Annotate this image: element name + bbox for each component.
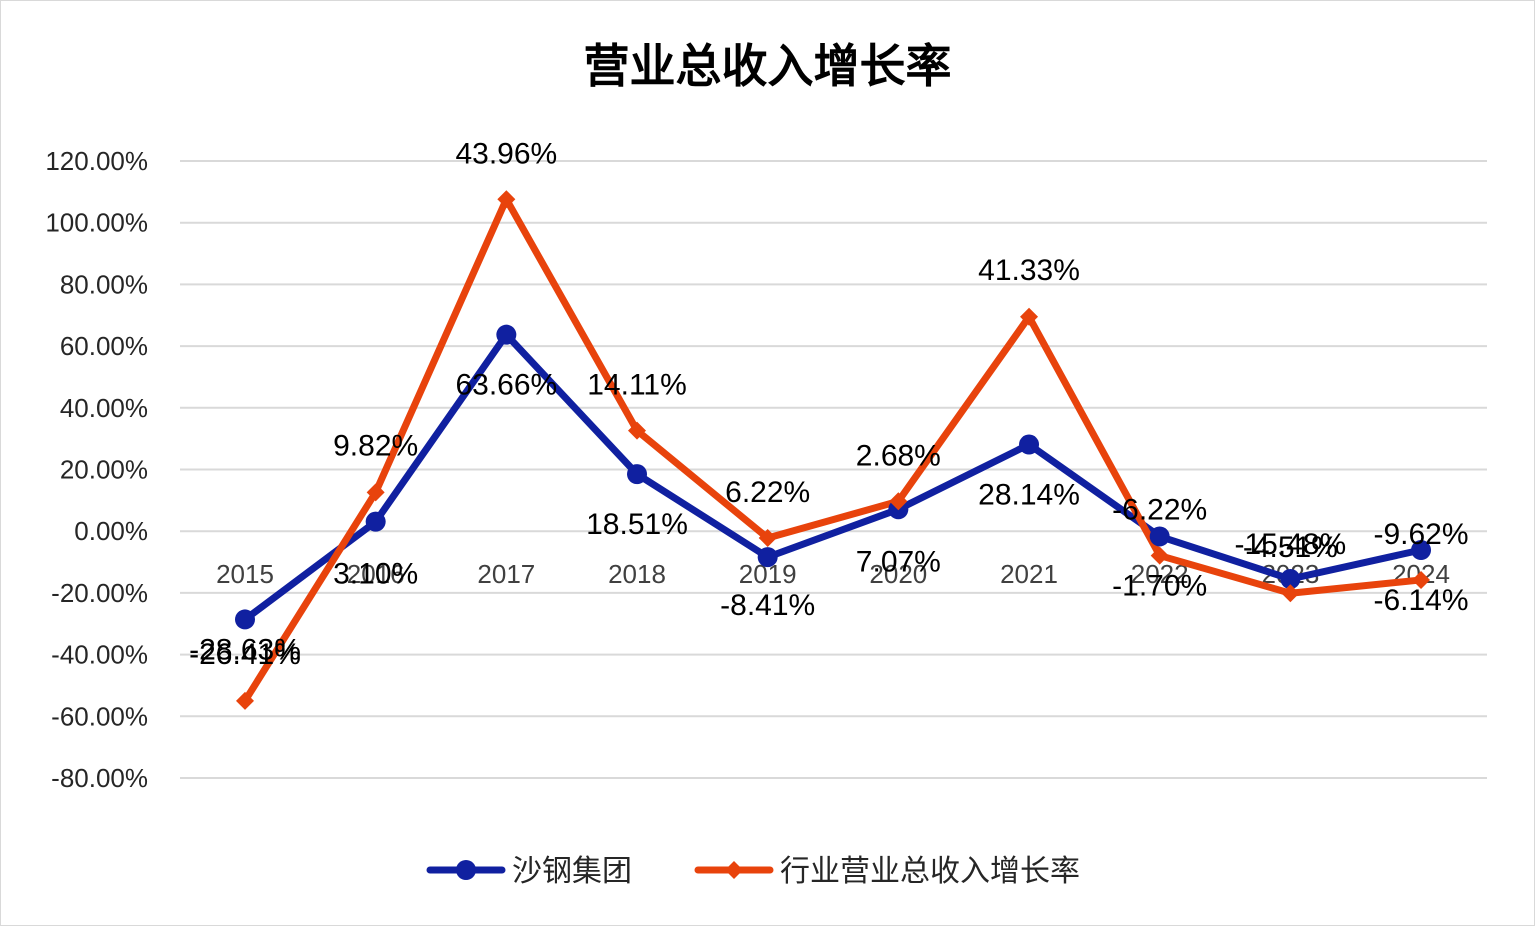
legend-label-2: 行业营业总收入增长率 bbox=[780, 854, 1080, 889]
series-line-2 bbox=[241, 195, 1425, 705]
x-tick-label: 2016 bbox=[347, 559, 405, 589]
data-label: 43.96% bbox=[455, 137, 557, 170]
legend-marker-diamond bbox=[725, 861, 743, 879]
series-line-1 bbox=[241, 331, 1425, 623]
series-1-point bbox=[1019, 434, 1040, 455]
y-tick-label: 0.00% bbox=[74, 516, 148, 546]
data-label: -15.48% bbox=[1234, 528, 1346, 561]
data-label: 6.22% bbox=[725, 476, 810, 509]
series-1-point bbox=[627, 464, 648, 485]
series-2-point bbox=[1281, 584, 1300, 603]
series-2-point bbox=[889, 492, 908, 511]
y-tick-label: -60.00% bbox=[51, 701, 148, 731]
y-tick-label: -40.00% bbox=[51, 640, 148, 670]
data-label: 2.68% bbox=[856, 439, 941, 472]
y-tick-label: -20.00% bbox=[51, 578, 148, 608]
series-1-point bbox=[496, 324, 517, 345]
data-label: 7.07% bbox=[856, 545, 941, 578]
legend-label-1: 沙钢集团 bbox=[512, 854, 632, 889]
y-tick-label: 40.00% bbox=[60, 393, 148, 423]
data-label: -6.22% bbox=[1112, 494, 1207, 527]
y-tick-label: 100.00% bbox=[45, 208, 148, 238]
series-2-point bbox=[366, 483, 385, 502]
series-2-point bbox=[758, 528, 777, 547]
series-1-point bbox=[757, 547, 778, 568]
series-2-point bbox=[497, 190, 516, 209]
data-label: -28.63% bbox=[189, 633, 301, 666]
x-tick-label: 2018 bbox=[608, 559, 666, 589]
series-2-point bbox=[1412, 570, 1431, 589]
data-label: 18.51% bbox=[586, 508, 688, 541]
series-2-point bbox=[1020, 307, 1039, 326]
data-label: 9.82% bbox=[333, 429, 418, 462]
data-label: -6.14% bbox=[1373, 584, 1468, 617]
y-tick-label: 120.00% bbox=[45, 146, 148, 176]
data-label: 28.14% bbox=[978, 479, 1080, 512]
data-label: -8.41% bbox=[720, 589, 815, 622]
data-label: 3.10% bbox=[333, 558, 418, 591]
data-label: -9.62% bbox=[1373, 518, 1468, 551]
data-label: 14.11% bbox=[587, 369, 687, 402]
series-2-point bbox=[236, 691, 254, 710]
data-label: 41.33% bbox=[978, 254, 1080, 287]
legend-marker-circle bbox=[456, 860, 476, 880]
y-tick-label: 60.00% bbox=[60, 331, 148, 361]
series-1-point bbox=[1411, 540, 1432, 561]
series-1-point bbox=[235, 609, 255, 630]
data-label: 63.66% bbox=[455, 369, 557, 402]
data-label: -1.70% bbox=[1112, 569, 1207, 602]
x-tick-label: 2020 bbox=[869, 559, 927, 589]
series-1-point bbox=[1280, 569, 1301, 590]
series-1-point bbox=[1149, 526, 1170, 547]
chart-title: 营业总收入增长率 bbox=[583, 39, 952, 93]
y-tick-label: -80.00% bbox=[51, 763, 148, 793]
series-2-point bbox=[628, 421, 647, 440]
y-tick-label: 20.00% bbox=[60, 455, 148, 485]
x-tick-label: 2021 bbox=[1000, 559, 1058, 589]
series-1-point bbox=[365, 511, 386, 532]
data-label: -26.41% bbox=[189, 638, 301, 671]
y-tick-label: 80.00% bbox=[60, 269, 148, 299]
series-2-point bbox=[1150, 546, 1169, 565]
x-tick-label: 2015 bbox=[216, 559, 274, 589]
x-tick-label: 2017 bbox=[477, 559, 535, 589]
data-label: -4.51% bbox=[1243, 531, 1338, 564]
